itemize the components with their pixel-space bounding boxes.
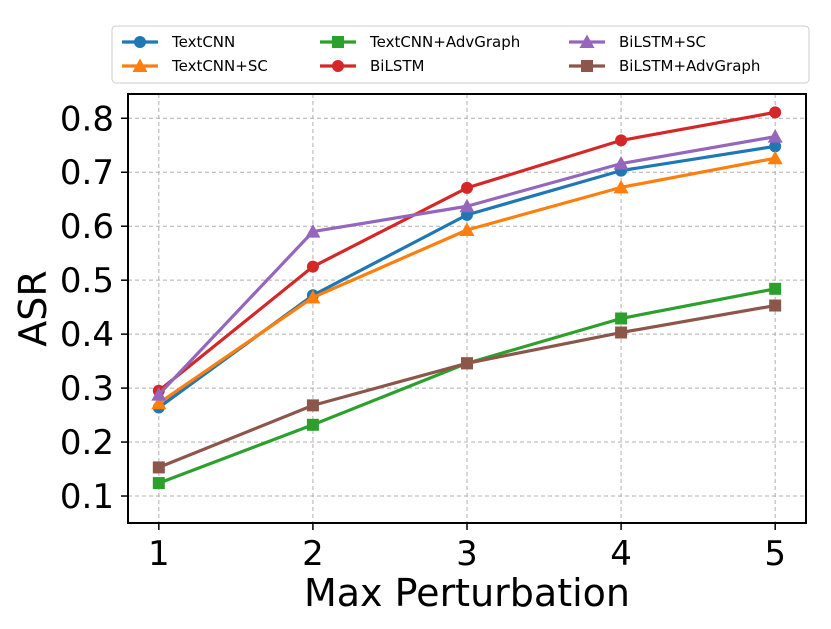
data-point [152,461,165,474]
data-point [459,198,475,213]
y-tick-label: 0.1 [60,477,114,517]
data-point [615,326,628,339]
data-point [615,312,628,325]
data-point [306,260,319,273]
legend-marker [581,60,593,72]
x-tick-label: 4 [610,534,632,574]
data-point [305,224,321,238]
y-axis-title: ASR [11,270,55,347]
x-tick-label: 3 [456,534,478,574]
series-layer [151,106,783,490]
series-textcnn-sc [151,150,783,410]
data-point [461,181,473,194]
legend-marker [134,36,146,48]
legend-item: BiLSTM+SC [569,33,706,51]
legend-marker [332,60,344,72]
data-point [306,399,319,412]
legend-marker [132,58,148,72]
data-point [459,222,475,236]
series-bilstm-advgraph [152,299,782,474]
x-tick-label: 2 [302,534,324,574]
legend-item: BiLSTM [320,57,424,75]
y-tick-label: 0.5 [60,261,114,301]
series-line [158,303,776,469]
series-bilstm [152,106,782,397]
y-tick-label: 0.8 [60,99,114,139]
y-tick-label: 0.6 [60,207,114,247]
data-point [305,289,321,304]
legend-box [111,25,810,84]
x-tick-label: 5 [764,534,786,574]
y-axis: 0.1 0.2 0.3 0.4 0.5 0.6 0.7 0.8 [60,99,128,517]
data-point [769,299,782,312]
data-point [613,179,629,194]
y-tick-label: 0.3 [60,369,114,409]
y-tick-label: 0.7 [60,153,114,193]
legend-label: TextCNN [171,33,235,51]
legend-label: BiLSTM+SC [619,33,706,51]
data-point [306,418,319,431]
data-point [613,156,629,170]
series-bilstm-sc [151,129,783,401]
x-axis-title: Max Perturbation [304,571,630,615]
x-tick-label: 1 [148,534,170,574]
data-point [151,387,167,401]
data-point [769,140,782,153]
legend-label: BiLSTM [370,57,424,75]
legend-label: TextCNN+SC [171,57,268,75]
legend-marker [332,36,344,48]
y-tick-label: 0.2 [60,423,114,463]
data-point [461,357,473,370]
legend-item: BiLSTM+AdvGraph [569,57,760,75]
legend-marker [579,34,595,48]
data-point [152,477,165,490]
data-point [151,395,167,410]
legend-label: TextCNN+AdvGraph [369,33,520,51]
legend-item: TextCNN+AdvGraph [320,33,520,51]
legend: TextCNN TextCNN+SC TextCNN+AdvGraph BiLSTM B… [111,25,810,84]
data-point [767,150,783,165]
data-point [769,106,782,119]
y-tick-label: 0.4 [60,315,114,355]
data-point [615,134,628,147]
data-point [767,129,783,143]
legend-item: TextCNN+SC [122,57,268,75]
legend-item: TextCNN [122,33,235,51]
x-axis: 1 2 3 4 5 [148,523,786,574]
legend-label: BiLSTM+AdvGraph [619,57,760,75]
data-point [769,282,782,295]
